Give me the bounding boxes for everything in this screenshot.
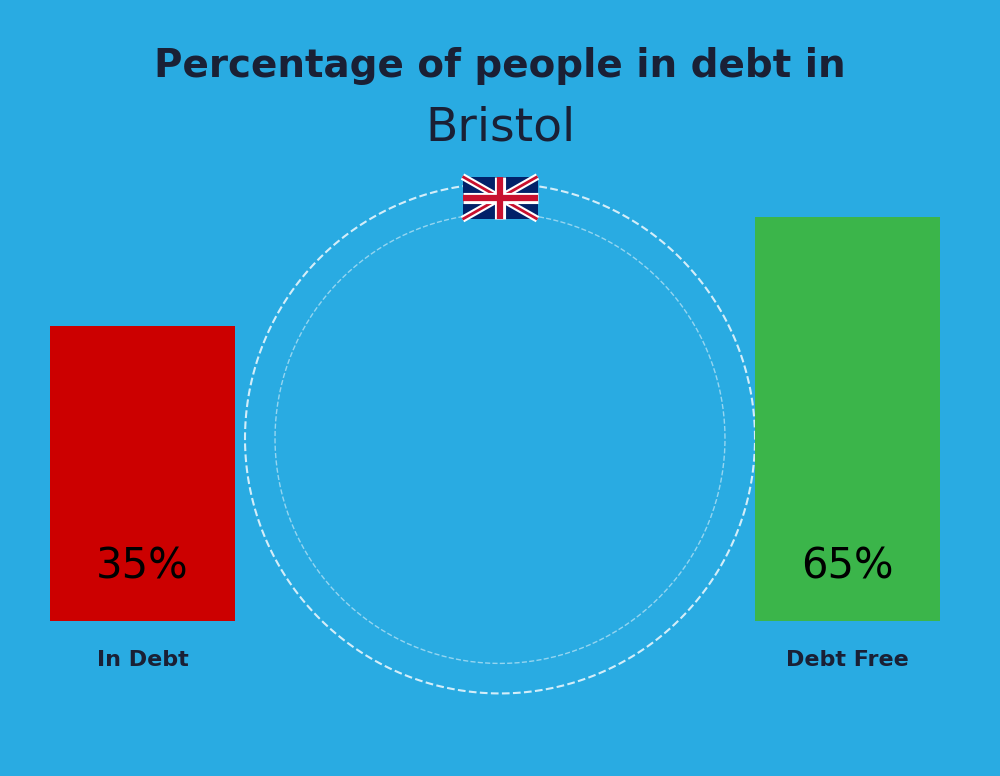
Text: Bristol: Bristol xyxy=(425,106,575,151)
FancyBboxPatch shape xyxy=(50,326,235,621)
FancyBboxPatch shape xyxy=(462,176,538,220)
Text: 65%: 65% xyxy=(801,546,894,587)
Text: In Debt: In Debt xyxy=(97,650,188,670)
Text: 35%: 35% xyxy=(96,546,189,587)
Text: Percentage of people in debt in: Percentage of people in debt in xyxy=(154,47,846,85)
Text: Debt Free: Debt Free xyxy=(786,650,909,670)
FancyBboxPatch shape xyxy=(755,217,940,621)
